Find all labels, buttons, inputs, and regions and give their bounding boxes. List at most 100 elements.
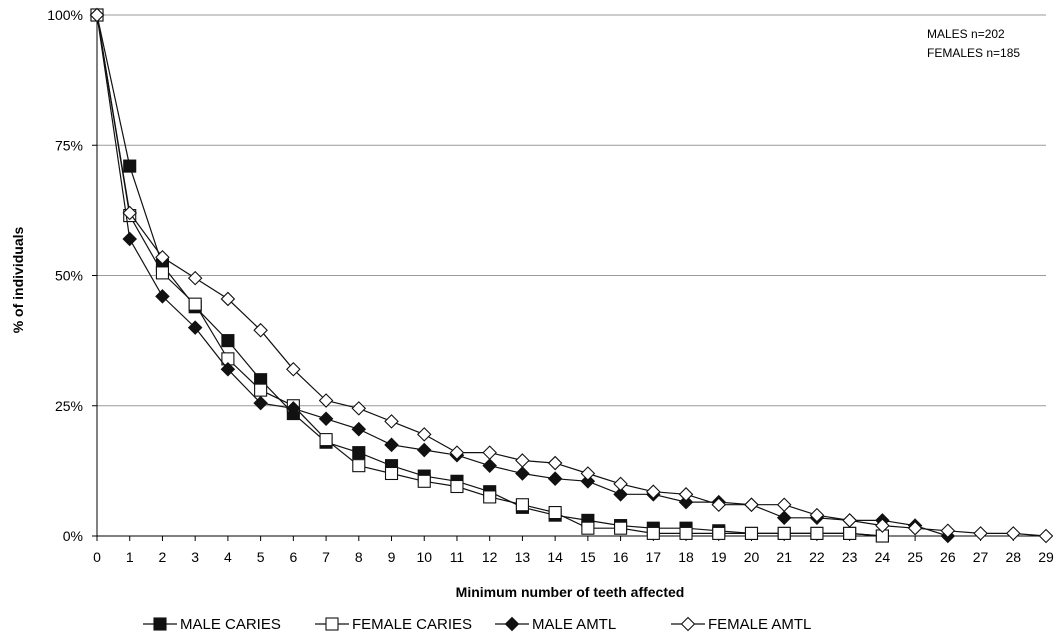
data-point (504, 616, 520, 632)
data-point (646, 484, 661, 499)
data-point (973, 526, 988, 541)
x-tick-label: 16 (613, 549, 629, 565)
data-point (515, 453, 530, 468)
data-point (123, 159, 137, 173)
x-tick-label: 2 (159, 549, 167, 565)
x-tick-label: 7 (322, 549, 330, 565)
x-tick-label: 0 (93, 549, 101, 565)
data-point (777, 526, 791, 540)
x-tick-label: 24 (875, 549, 891, 565)
x-ticks: 0 1 2 3 4 5 6 7 8 9 10 11 12 13 14 15 16 17 18 19 20 21 22 23 24… (93, 536, 1054, 565)
data-point (678, 494, 694, 510)
data-point (318, 411, 334, 427)
data-point (613, 476, 628, 492)
legend-item: MALE CARIES (143, 616, 281, 633)
x-tick-label: 21 (776, 549, 792, 565)
legend-label: FEMALE AMTL (708, 616, 811, 633)
data-point (253, 395, 268, 411)
x-tick-label: 8 (355, 549, 363, 565)
data-point (875, 518, 890, 533)
x-tick-label: 11 (450, 549, 465, 565)
data-point (449, 445, 465, 460)
x-tick-label: 15 (580, 549, 596, 565)
data-point (842, 513, 857, 528)
gridlines (97, 14, 1046, 407)
data-point (482, 445, 497, 460)
data-point (188, 297, 202, 311)
data-point (220, 362, 236, 377)
data-point (776, 510, 792, 526)
data-point (515, 498, 529, 512)
data-point (744, 497, 759, 513)
data-point (515, 466, 530, 481)
data-point (416, 427, 432, 442)
data-point (547, 455, 563, 471)
data-point (614, 521, 628, 535)
data-point (286, 362, 301, 377)
data-point (352, 446, 366, 460)
x-tick-label: 19 (711, 549, 727, 565)
data-point (417, 474, 431, 488)
x-tick-label: 12 (482, 549, 498, 565)
data-point (319, 433, 333, 447)
y-tick-label: 0% (63, 528, 83, 544)
x-axis-label: Minimum number of teeth affected (456, 584, 685, 600)
x-tick-label: 29 (1038, 549, 1054, 565)
x-tick-label: 20 (744, 549, 760, 565)
data-point (580, 474, 596, 489)
data-point (450, 479, 464, 494)
x-tick-label: 28 (1005, 549, 1021, 565)
data-point (548, 506, 562, 520)
data-point (325, 617, 339, 631)
data-point (155, 266, 169, 280)
legend-item: FEMALE AMTL (671, 616, 811, 633)
y-tick-label: 75% (55, 137, 83, 153)
x-tick-label: 27 (973, 549, 989, 565)
data-point (187, 270, 203, 286)
legend-label: MALE CARIES (180, 616, 281, 633)
data-point (843, 526, 857, 540)
data-point (122, 231, 138, 247)
x-tick-label: 9 (388, 549, 396, 565)
data-point (776, 497, 792, 513)
data-point (384, 437, 399, 453)
y-tick-label: 50% (55, 268, 83, 284)
data-point (153, 617, 167, 631)
data-point (810, 526, 824, 540)
x-tick-label: 14 (547, 549, 563, 565)
data-point (679, 526, 693, 540)
data-point (680, 616, 696, 632)
x-tick-label: 5 (257, 549, 265, 565)
data-point (254, 383, 268, 397)
x-tick-label: 18 (678, 549, 694, 565)
data-point (253, 322, 268, 338)
data-point (384, 466, 399, 481)
data-point (155, 249, 170, 265)
x-tick-label: 4 (224, 549, 232, 565)
data-point (1038, 528, 1054, 544)
data-point (122, 205, 138, 221)
x-tick-label: 6 (289, 549, 297, 565)
annotation-females: FEMALES n=185 (927, 46, 1020, 60)
data-point (89, 7, 105, 23)
data-point (547, 471, 563, 486)
data-point (352, 459, 366, 473)
legend-label: FEMALE CARIES (352, 616, 472, 633)
data-point (678, 487, 694, 502)
data-point (646, 526, 660, 540)
data-point (351, 401, 367, 416)
x-tick-label: 25 (907, 549, 923, 565)
data-point (220, 291, 236, 307)
data-point (940, 523, 956, 539)
y-ticks: 0% 25% 50% 75% 100% (47, 7, 97, 544)
data-point (318, 393, 334, 408)
data-point (483, 490, 497, 504)
x-tick-label: 22 (809, 549, 825, 565)
data-point (482, 458, 497, 473)
data-point (221, 334, 235, 348)
series-female-amtl (89, 7, 1054, 544)
data-point (580, 466, 596, 481)
data-point (1005, 526, 1021, 541)
